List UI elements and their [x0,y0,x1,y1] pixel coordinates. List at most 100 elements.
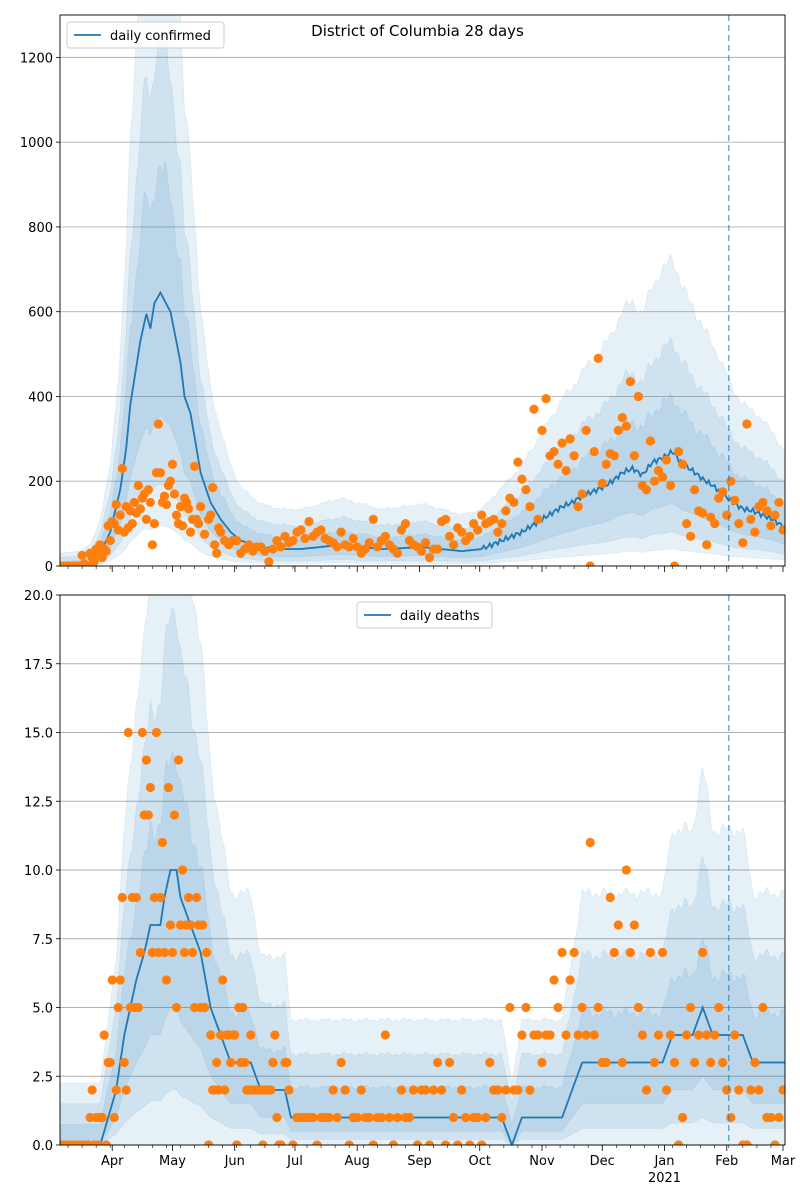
data-point [730,1030,740,1040]
data-point [332,542,342,552]
data-point [268,544,278,554]
data-point [481,1112,491,1123]
data-point [461,1112,471,1123]
data-point [613,425,623,435]
data-point [661,455,672,465]
data-point [541,393,551,404]
data-point [296,525,306,535]
data-point [537,425,547,435]
data-point [169,810,180,820]
plot-area [60,595,785,1145]
data-point [509,497,519,508]
data-point [216,527,226,537]
data-point [340,1085,350,1095]
data-point [521,1002,531,1013]
data-point [101,546,111,556]
data-point [202,947,212,958]
data-point [232,1140,242,1145]
data-point [316,525,326,535]
data-point [565,434,575,444]
data-point [706,1057,716,1068]
data-point [171,1002,182,1013]
data-point [173,755,184,765]
legend: daily deaths [356,601,493,629]
data-point [400,519,411,529]
data-point [220,1085,230,1095]
data-point [457,527,467,537]
data-point [428,1085,439,1095]
data-point [87,1085,97,1095]
y-tick-label: 10.0 [24,864,53,879]
data-point [609,451,619,461]
y-tick-label: 2.5 [32,1070,53,1085]
data-point [133,1002,143,1013]
data-point [702,1030,712,1040]
data-point [577,1002,587,1013]
chart-panel-1: 0 200 400 600 800 1000 1200 District of Columbi… [20,14,786,575]
x-tick-label: Jan [653,1154,674,1169]
data-point [97,1112,107,1123]
data-point [649,1057,660,1068]
data-point [336,527,346,537]
data-point [111,499,121,510]
data-point [601,459,611,469]
data-point [649,476,660,486]
data-point [161,975,172,985]
data-point [137,727,147,738]
data-point [276,542,286,552]
x-tick-label: Feb [715,1154,738,1169]
data-point [473,525,483,535]
data-point [336,1057,346,1068]
data-point [135,504,145,514]
data-point [119,1057,129,1068]
data-point [147,540,157,550]
data-point [629,920,639,930]
data-point [151,727,161,738]
data-point [702,540,712,550]
data-point [738,538,748,548]
data-point [457,1085,467,1095]
data-point [766,521,776,531]
data-point [605,892,615,903]
data-point [304,516,314,527]
data-point [766,1112,776,1123]
data-point [197,920,208,930]
data-point [758,1002,768,1013]
data-point [177,521,188,531]
data-point [99,1030,109,1040]
data-point [141,514,151,524]
data-point [206,1030,216,1040]
data-point [185,527,196,537]
data-point [408,1085,419,1095]
data-point [561,466,571,476]
data-point [115,975,125,985]
data-point [577,489,587,499]
data-point [645,436,656,446]
data-point [268,1057,278,1068]
data-point [153,419,164,429]
data-point [565,975,575,985]
data-point [641,1085,652,1095]
y-tick-label: 12.5 [24,795,53,810]
y-tick-label: 20.0 [24,589,53,604]
data-point [726,1112,736,1123]
data-point [380,531,390,541]
data-point [665,480,676,491]
data-point [155,468,166,478]
data-point [545,1030,555,1040]
uncertainty-band [60,15,785,566]
data-point [288,535,298,546]
plot-area [60,15,785,566]
data-point [597,478,607,488]
data-point [581,1030,591,1040]
data-point [770,510,780,520]
data-point [179,947,190,958]
y-tick-label: 5.0 [32,1002,53,1017]
data-point [465,531,475,541]
data-point [750,527,760,537]
data-point [750,1057,760,1068]
data-point [93,1140,103,1145]
y-tick-label: 7.5 [32,933,53,948]
x-year-label: 2021 [648,1171,681,1186]
